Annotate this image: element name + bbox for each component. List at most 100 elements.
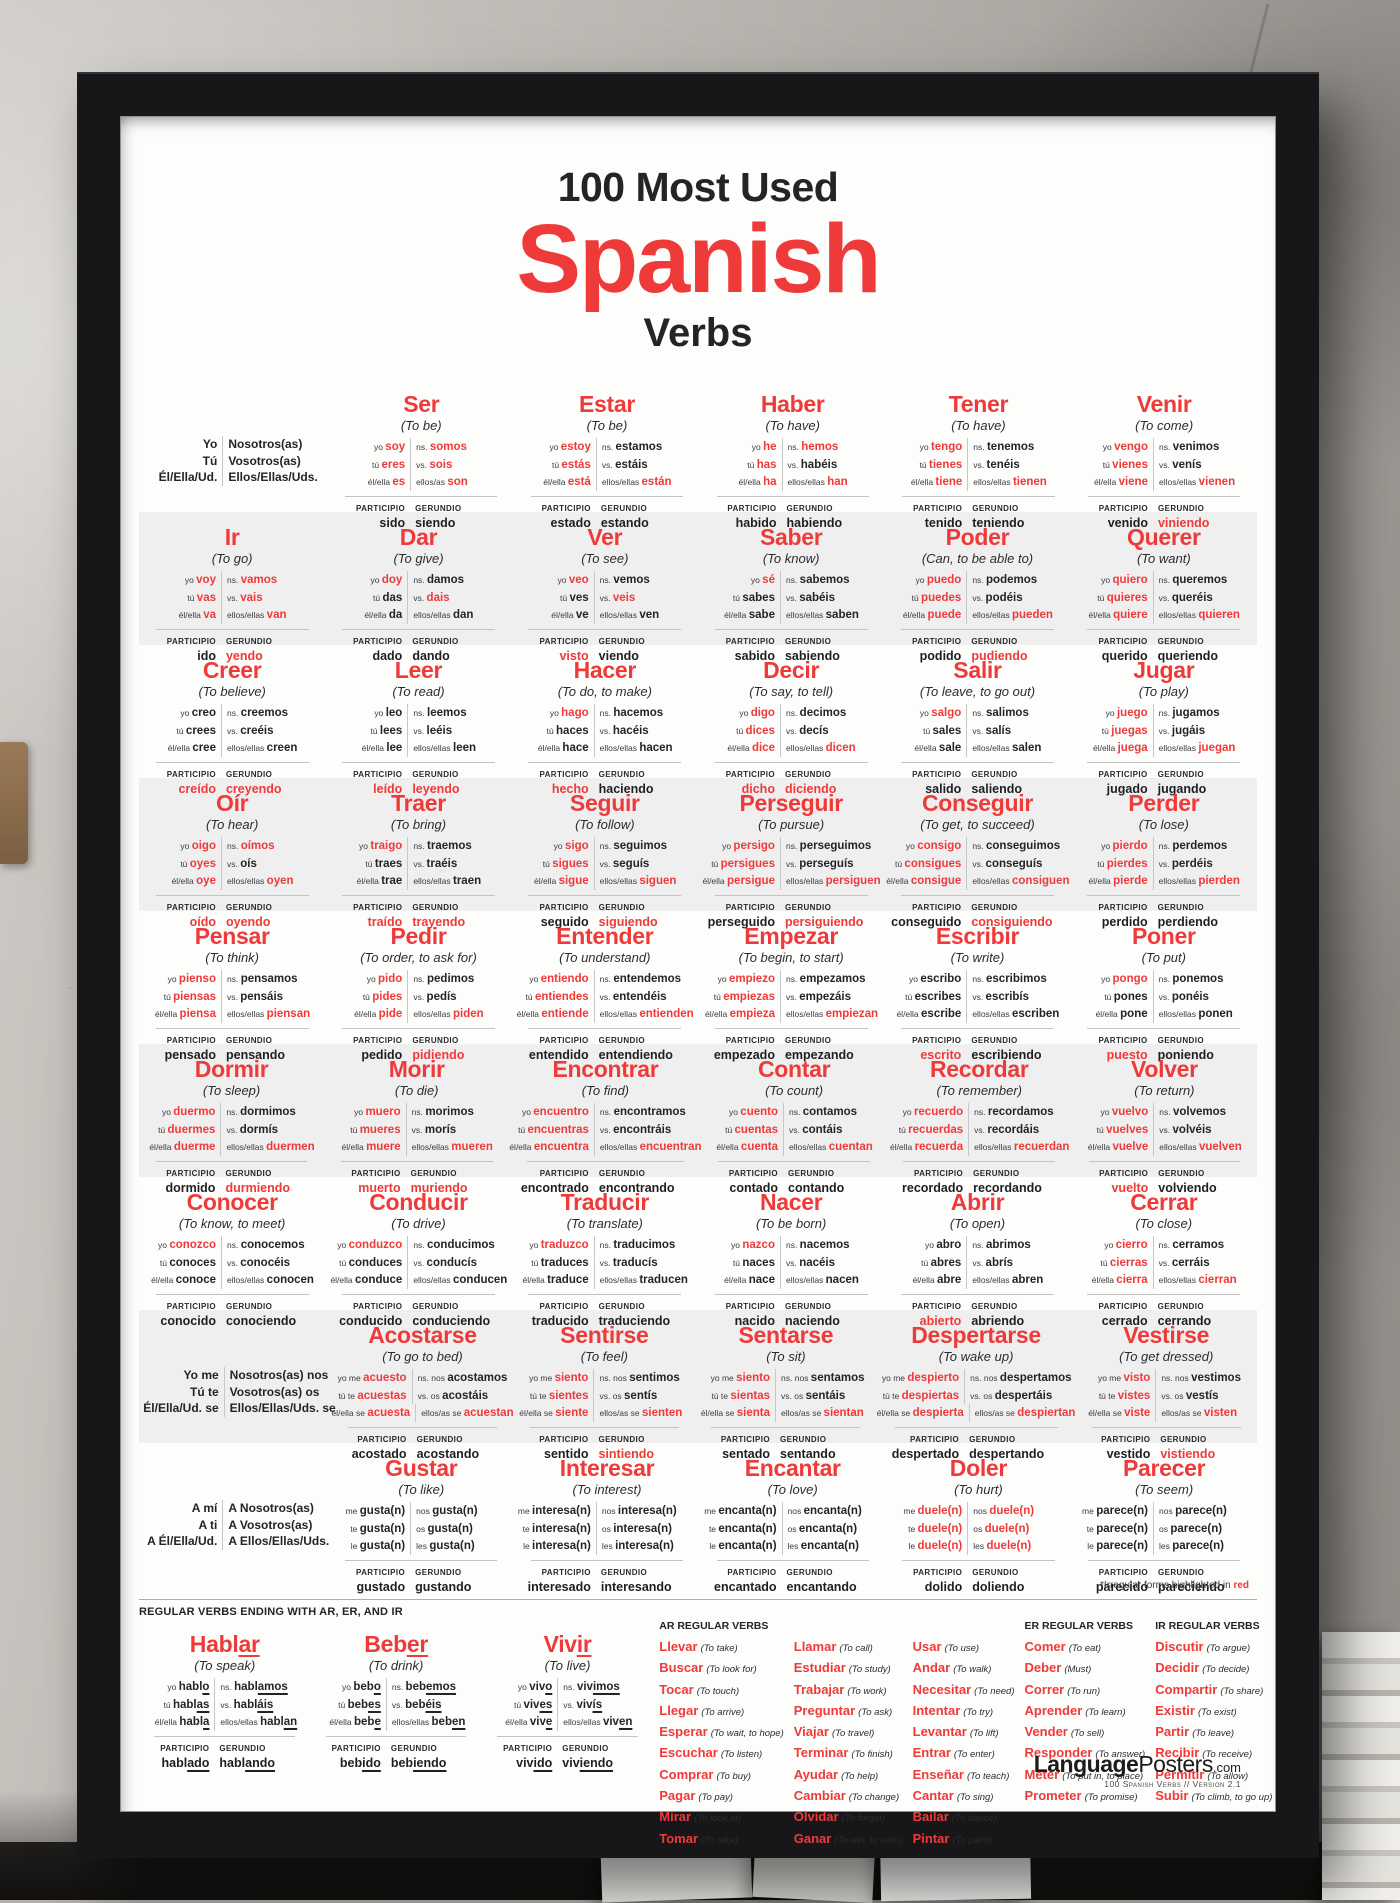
conjugation-plural: vs. dais [407, 588, 511, 607]
list-verb: Estudiar [793, 1660, 846, 1676]
pronoun-legend: Yo Nosotros(as) Tú Vosotros(as) Él/Ella/Ud. E… [139, 379, 328, 486]
person-label: yo [919, 708, 932, 719]
person-label: vs. [1158, 1257, 1172, 1268]
person-label: yo [731, 1240, 743, 1251]
gerundio-label: GERUNDIO [598, 1035, 645, 1045]
person-label: ellos/ellas [413, 610, 453, 621]
verb-form: vienes [1112, 458, 1148, 471]
verb-list-column: Usar (To use) Andar (To walk) Necesitar (To n… [913, 1620, 1025, 1850]
conjugation-plural: ns. hemos [781, 438, 886, 456]
participio-gerundio-values: nacido naciendo [698, 1314, 884, 1330]
person-label: me [345, 1506, 360, 1517]
verb-meaning: (To get dressed) [1119, 1349, 1214, 1365]
conjugation-plural: ns. morimos [405, 1103, 510, 1121]
verb-form: creo [191, 707, 216, 720]
verb-form: persigo [733, 840, 775, 853]
conjugation-singular: tú juegas [1071, 722, 1153, 740]
conjugation-plural: ns. nos acostamos [411, 1369, 514, 1387]
verb-list-item: Permitir (To allow) [1155, 1765, 1272, 1786]
legend-line: Yo me Nosotros(as) nos [139, 1367, 331, 1384]
verb-form: traducimos [613, 1239, 676, 1252]
verb-list-item: Andar (To walk) [913, 1658, 1015, 1679]
participio-label: PARTICIPIO [353, 1301, 403, 1311]
conjugation-plural: vs. seguís [593, 854, 698, 873]
person-label: vs. [974, 1124, 988, 1135]
person-label: yo [722, 841, 734, 852]
verb-title: Nacer [759, 1189, 823, 1215]
verb-form: viene [1118, 476, 1148, 489]
conjugation-line: yo cierro ns. cerramos [1071, 1236, 1257, 1254]
conjugation-line: yo pienso ns. pensamos [139, 970, 325, 988]
list-verb: Trabajar [793, 1681, 845, 1697]
conjugation-singular: tú puedes [884, 589, 966, 607]
verb-meaning: (To lose) [1138, 817, 1189, 833]
person-label: tú [531, 1257, 541, 1268]
participio-value: jugado [1106, 782, 1148, 797]
person-label: vs. [973, 459, 987, 470]
conjugation-line: él/ella entiende ellos/ellas entienden [512, 1005, 698, 1023]
person-label: ns. [413, 1240, 428, 1251]
conjugation-plural: ns. tenemos [967, 438, 1071, 456]
verb-form: despierto [907, 1372, 960, 1385]
participio-label: PARTICIPIO [912, 1035, 962, 1045]
gerundio-label: GERUNDIO [1158, 1168, 1205, 1178]
gerundio-label: GERUNDIO [412, 1035, 459, 1045]
conjugation-line: él/ella sale ellos/ellas salen [884, 739, 1070, 757]
participio-gerundio-labels: PARTICIPIO GERUNDIO [325, 767, 511, 783]
gerundio-value: doliendo [972, 1580, 1025, 1595]
conjugation-plural: ellos/ellas escriben [966, 1005, 1070, 1023]
verb-form: mueres [359, 1123, 401, 1136]
verb-form: estamos [615, 441, 663, 454]
verb-meaning: (To count) [765, 1083, 824, 1099]
conjugation-line: tú juegas vs. jugáis [1071, 721, 1257, 740]
conjugation-plural: vs. vivís [557, 1695, 653, 1714]
conjugation-plural: ns. queremos [1152, 571, 1257, 589]
verb-title: Seguir [569, 790, 640, 816]
verb-block: Perseguir (To pursue) yo persigo ns. perseg… [698, 778, 884, 931]
verb-form: hago [561, 707, 589, 720]
verb-form: hemos [801, 441, 839, 454]
verb-meaning: (To be) [586, 418, 628, 434]
person-label: le [350, 1541, 360, 1552]
list-verb: Andar [912, 1660, 951, 1676]
list-verb-meaning: (To arrive) [701, 1706, 745, 1718]
verb-form: quieres [1106, 591, 1148, 604]
person-label: vs. [391, 1699, 406, 1710]
conjugation-line: yo vuelvo ns. volvemos [1072, 1103, 1257, 1121]
person-label: ellos/ellas [972, 876, 1012, 887]
person-label: ns. [391, 1682, 406, 1693]
conjugation-singular: tú sabes [698, 589, 780, 607]
list-verb-meaning: (To pay) [698, 1792, 733, 1804]
verb-form: cree [192, 742, 216, 755]
verb-stem: viv [602, 1716, 619, 1729]
conjugation-singular: yo soy [328, 438, 410, 456]
person-label: ellos/ellas [1158, 1009, 1199, 1020]
person-label: vs. [972, 592, 986, 603]
participio-label: PARTICIPIO [353, 769, 403, 779]
verb-form: visto [1123, 1372, 1151, 1385]
conjugation-line: él/ella se sienta ellos/as se sientan [695, 1404, 877, 1422]
verb-form: vivimos [577, 1681, 620, 1693]
conjugation-plural: ellos/ellas oyen [220, 872, 325, 890]
conjugation-singular: tú empiezas [698, 988, 780, 1006]
separator-line [718, 1160, 871, 1162]
verb-meaning: (To be) [400, 418, 442, 434]
verb-form: entendéis [612, 990, 667, 1003]
person-label: yo [915, 575, 927, 586]
verb-form: perdemos [1172, 840, 1228, 853]
gerundio-label: GERUNDIO [219, 1743, 266, 1753]
person-label: él/ella [516, 1009, 542, 1020]
verb-form: despertáis [994, 1389, 1053, 1402]
verb-form: dais [426, 591, 450, 604]
gerundio-label: GERUNDIO [415, 1567, 462, 1577]
verb-form: naces [742, 1256, 775, 1269]
person-label: vs. [226, 858, 241, 869]
list-verb: Escuchar [659, 1745, 718, 1761]
gerundio-label: GERUNDIO [1160, 1434, 1207, 1444]
person-label: vs. [413, 858, 427, 869]
conjugation-plural: les interesa(n) [595, 1537, 700, 1555]
person-label: te [708, 1523, 719, 1534]
separator-line [342, 1027, 495, 1029]
participio-gerundio-values: perdido perdiendo [1071, 915, 1257, 931]
gerundio-label: GERUNDIO [598, 1434, 645, 1444]
